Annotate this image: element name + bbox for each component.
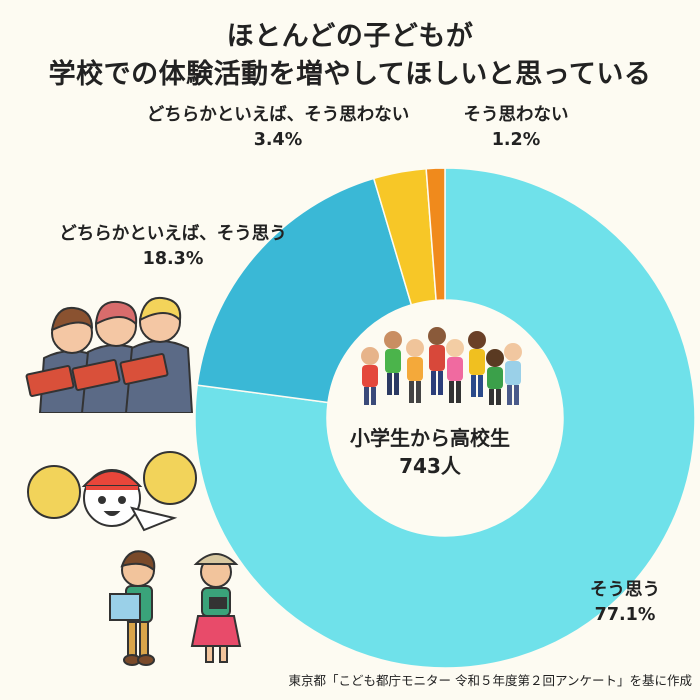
center-label-respondents: 小学生から高校生 [350,426,510,450]
slice-category-disagree: そう思わない [463,105,569,125]
slice-agree [194,167,696,669]
slice-category-somewhat-disagree: どちらかといえば、そう思わない [146,105,410,125]
slice-category-somewhat-agree: どちらかといえば、そう思う [59,224,287,244]
slice-value-somewhat-disagree: 3.4% [253,130,303,150]
center-label: 小学生から高校生 743人 [330,424,530,480]
slice-value-disagree: 1.2% [491,130,541,150]
chart-title-line-2: 学校での体験活動を増やしてほしいと思っている [48,59,652,90]
hiking-children-illustration [109,550,242,666]
slice-value-agree: 77.1% [594,605,656,625]
slice-value-somewhat-agree: 18.3% [142,249,204,269]
singing-students-illustration [25,296,193,413]
slice-label-somewhat-agree: どちらかといえば、そう思う 18.3% [38,222,308,272]
children-group-illustration [361,327,522,405]
cheerleader-illustration [27,451,197,532]
source-note: 東京都「こども都庁モニター 令和５年度第２回アンケート」を基に作成 [288,673,692,688]
slice-label-disagree: そう思わない 1.2% [442,103,590,153]
center-label-count: 743人 [399,454,461,478]
chart-title-line-1: ほとんどの子どもが [226,21,474,52]
slice-category-agree: そう思う [590,580,660,600]
slice-label-agree: そう思う 77.1% [570,578,680,628]
slice-label-somewhat-disagree: どちらかといえば、そう思わない 3.4% [128,103,428,153]
